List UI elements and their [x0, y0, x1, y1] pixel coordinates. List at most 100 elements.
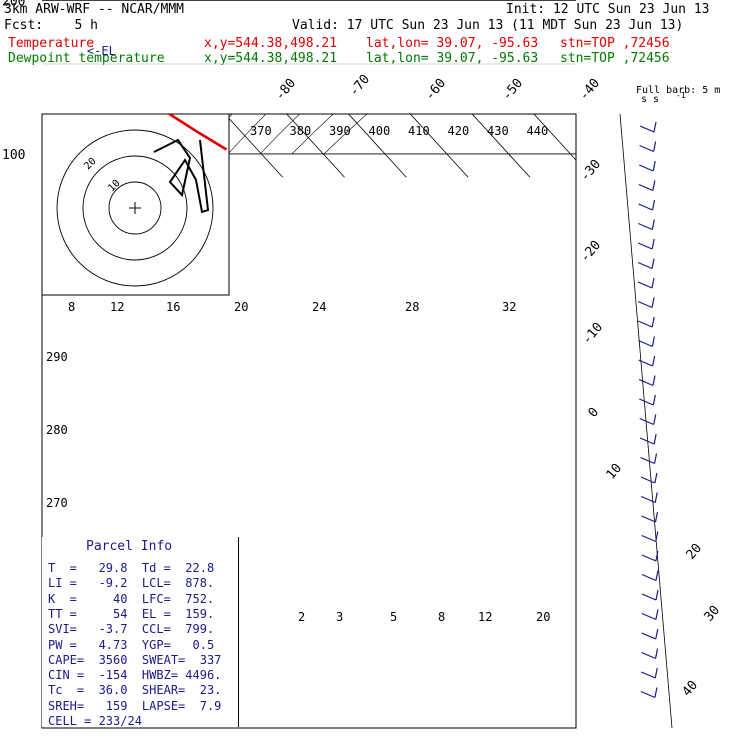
isotherm-label: -10 [580, 320, 607, 348]
mixing-ratio-label: 2 [298, 610, 305, 624]
hodograph-trace [153, 138, 210, 214]
mixing-ratio-label: 12 [478, 610, 492, 624]
wind-barb [651, 219, 655, 230]
wind-barb [652, 375, 656, 386]
wind-barb [638, 378, 654, 387]
wind-barb [639, 417, 654, 426]
wind-barb [652, 160, 656, 172]
isotherm-label: 0 [586, 405, 603, 421]
parcel-info-row: CAPE= 3560 SWEAT= 337 [48, 652, 222, 667]
wind-barb [637, 242, 653, 250]
wind-barb [651, 238, 655, 250]
wind-barb [651, 316, 655, 328]
wind-barb [638, 222, 653, 231]
isotherm-label: -50 [500, 76, 527, 104]
wind-barb [640, 456, 655, 465]
plot-frame [41, 113, 577, 729]
barb-note: Full barb: 5 m [636, 85, 720, 96]
temperature-station: stn=TOP ,72456 [560, 36, 670, 51]
valid-time: Valid: 17 UTC Sun 23 Jun 13 (11 MDT Sun … [292, 18, 684, 33]
wind-barbs [619, 113, 673, 729]
wind-barb [641, 554, 657, 562]
parcel-info-row: CIN = -154 HWBZ= 4496. [48, 668, 222, 683]
dewpoint-station: stn=TOP ,72456 [560, 51, 670, 66]
isotherm-label: -30 [578, 157, 605, 185]
theta-label: 290 [46, 350, 68, 364]
isotherm-label: 20 [684, 541, 706, 563]
parcel-info-row: LI = -9.2 LCL= 878. [48, 576, 215, 591]
theta-e-label: 440 [527, 124, 549, 138]
dry-adiabat-line [0, 0, 36, 154]
wind-barb [654, 492, 658, 503]
forecast-hour: Fcst: 5 h [4, 18, 98, 33]
parcel-info-row: TT = 54 EL = 159. [48, 606, 215, 621]
parcel-info-row: SVI= -3.7 CCL= 799. [48, 622, 215, 637]
init-time: Init: 12 UTC Sun 23 Jun 13 [506, 2, 710, 17]
wind-barb [641, 671, 656, 679]
wind-barb [654, 648, 659, 659]
wind-barb [639, 437, 655, 445]
wind-barb [651, 258, 655, 269]
theta-e-label: 380 [290, 124, 312, 138]
wind-barb [641, 515, 656, 523]
wind-barb [654, 472, 658, 484]
isotherm-line [156, 0, 654, 177]
mixing-ratio-label: 20 [536, 610, 550, 624]
isotherm-label: 40 [680, 678, 702, 700]
level-markers: <-EL<-LFC<-CCL<-LCL [87, 44, 116, 58]
dewpoint-xy: x,y=544.38,498.21 [204, 51, 338, 66]
parcel-info-panel: Parcel Info T = 29.8 Td = 22.8 LI = -9.2 … [42, 537, 239, 728]
theta-e-label: 370 [250, 124, 272, 138]
theta-label: 270 [46, 496, 68, 510]
wind-barb [653, 433, 657, 445]
wind-barb [641, 612, 657, 621]
parcel-info-title: Parcel Info [86, 539, 173, 554]
hodograph-ring [82, 155, 188, 261]
temperature-legend: Temperature [8, 36, 95, 51]
mixing-ratio-label: 16 [166, 300, 180, 314]
theta-e-label: 420 [448, 124, 470, 138]
wind-barb [641, 573, 657, 582]
wind-barb [655, 628, 659, 640]
parcel-info-row: PW = 4.73 YGP= 0.5 [48, 637, 215, 652]
wind-barb [652, 394, 656, 406]
wind-barb [652, 355, 656, 367]
mixing-ratio-label: 3 [336, 610, 343, 624]
pressure-tick-label: 200 [2, 0, 25, 9]
isotherm-label: -60 [423, 76, 450, 104]
isotherm-label: 30 [702, 603, 724, 625]
isotherm-label: -70 [347, 72, 374, 100]
dewpoint-latlon: lat,lon= 39.07, -95.63 [366, 51, 539, 66]
wind-barb [655, 570, 659, 581]
mixing-ratio-label: 8 [438, 610, 445, 624]
wind-barb [651, 297, 655, 308]
mixing-ratio-label: 12 [110, 300, 124, 314]
wind-barb [654, 667, 658, 679]
wind-barb [638, 359, 653, 367]
wind-barb [655, 550, 659, 562]
wind-barb [641, 632, 657, 640]
parcel-info-row: K = 40 LFC= 752. [48, 591, 215, 606]
theta-e-label: 430 [487, 124, 509, 138]
level-marker-label: <-EL [87, 44, 116, 58]
wind-barb [653, 141, 657, 152]
wind-barb [638, 164, 654, 172]
wind-barb [651, 199, 656, 211]
theta-e-label: 410 [408, 124, 430, 138]
wind-barb [638, 339, 653, 348]
wind-barb [641, 534, 656, 543]
wind-barb [653, 121, 657, 133]
pressure-tick-label: 100 [2, 148, 25, 163]
wind-barb [655, 531, 659, 542]
wind-barb [641, 651, 656, 660]
mixing-ratio-label: 5 [390, 610, 397, 624]
wind-barb [637, 320, 653, 328]
wind-barb [652, 180, 656, 191]
wind-barb [651, 336, 655, 347]
mixing-ratio-label: 20 [234, 300, 248, 314]
wind-barb [638, 203, 653, 211]
wind-barb [655, 589, 659, 601]
wind-barb [654, 511, 659, 523]
